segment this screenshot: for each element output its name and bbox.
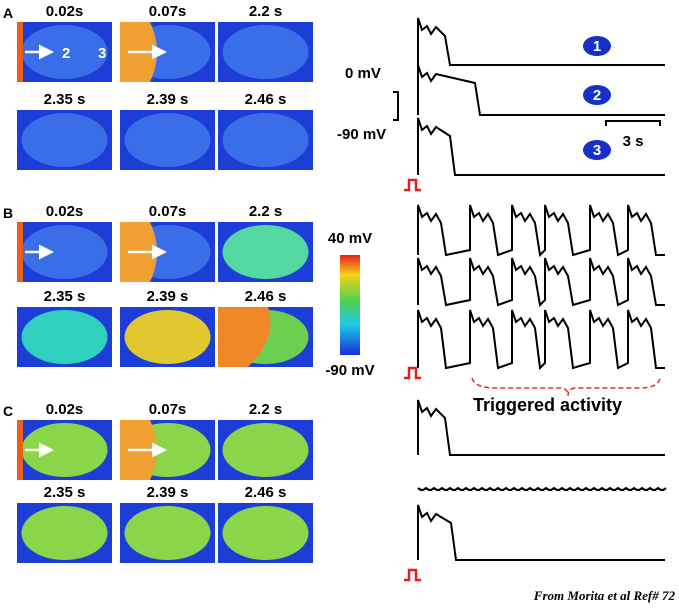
tissue (222, 506, 309, 560)
trace (417, 204, 665, 258)
time-label: 2.2 s (249, 203, 282, 220)
tissue (222, 225, 309, 279)
scale-bottom: -90 mV (337, 126, 386, 143)
tissue (124, 113, 211, 167)
time-label: 0.07s (149, 401, 187, 418)
time-label: 2.2 s (249, 401, 282, 418)
stimulus (404, 568, 421, 582)
panel-label: A (3, 5, 13, 21)
tissue (124, 506, 211, 560)
time-label: 2.39 s (147, 288, 189, 305)
trace-badge (583, 140, 611, 160)
stimulus-zone (17, 222, 23, 282)
time-label: 0.07s (149, 3, 187, 20)
trace (417, 17, 665, 66)
panel-label: B (3, 205, 13, 221)
arrow-label: 2 (62, 45, 70, 62)
time-label: 2.46 s (245, 288, 287, 305)
time-label: 2.46 s (245, 91, 287, 108)
trace (417, 117, 665, 176)
footer: From Morita et al Ref# 72 (533, 588, 676, 603)
trace-label: 3 (593, 142, 601, 159)
time-label: 2.39 s (147, 484, 189, 501)
time-label: 2.39 s (147, 91, 189, 108)
colorbar (340, 255, 360, 355)
tissue (222, 113, 309, 167)
trace (417, 399, 665, 456)
trace (417, 257, 665, 308)
stimulus (404, 178, 421, 192)
time-label: 0.02s (46, 3, 84, 20)
time-label: 2.35 s (44, 288, 86, 305)
tissue (21, 113, 108, 167)
trace-badge (583, 36, 611, 56)
tissue (222, 423, 309, 477)
tissue (124, 310, 211, 364)
stimulus-zone (17, 420, 23, 480)
tissue (21, 310, 108, 364)
voltage-scale (393, 91, 399, 121)
reentry (218, 307, 271, 367)
tissue (21, 225, 108, 279)
tissue (21, 25, 108, 79)
stimulus (404, 366, 421, 380)
time-label: 2.35 s (44, 91, 86, 108)
scale-top: 0 mV (345, 65, 381, 82)
colorbar-top: 40 mV (328, 230, 372, 247)
time-label: 0.02s (46, 203, 84, 220)
trace (417, 309, 665, 371)
scale-time: 3 s (623, 133, 644, 150)
trace-label: 2 (593, 87, 601, 104)
time-label: 2.2 s (249, 3, 282, 20)
panel-label: C (3, 403, 13, 419)
tissue (222, 25, 309, 79)
arrow-label: 3 (98, 45, 106, 62)
annotation: Triggered activity (473, 395, 622, 415)
stimulus-zone (17, 22, 23, 82)
trace (417, 504, 665, 561)
tissue (21, 506, 108, 560)
colorbar-bottom: -90 mV (325, 362, 374, 379)
trace (417, 64, 665, 116)
time-label: 2.46 s (245, 484, 287, 501)
trace-label: 1 (593, 38, 601, 55)
time-label: 2.35 s (44, 484, 86, 501)
tissue (21, 423, 108, 477)
trace (417, 486, 667, 491)
trace-badge (583, 85, 611, 105)
time-scale (605, 120, 661, 126)
time-label: 0.07s (149, 203, 187, 220)
brace (471, 377, 661, 397)
time-label: 0.02s (46, 401, 84, 418)
